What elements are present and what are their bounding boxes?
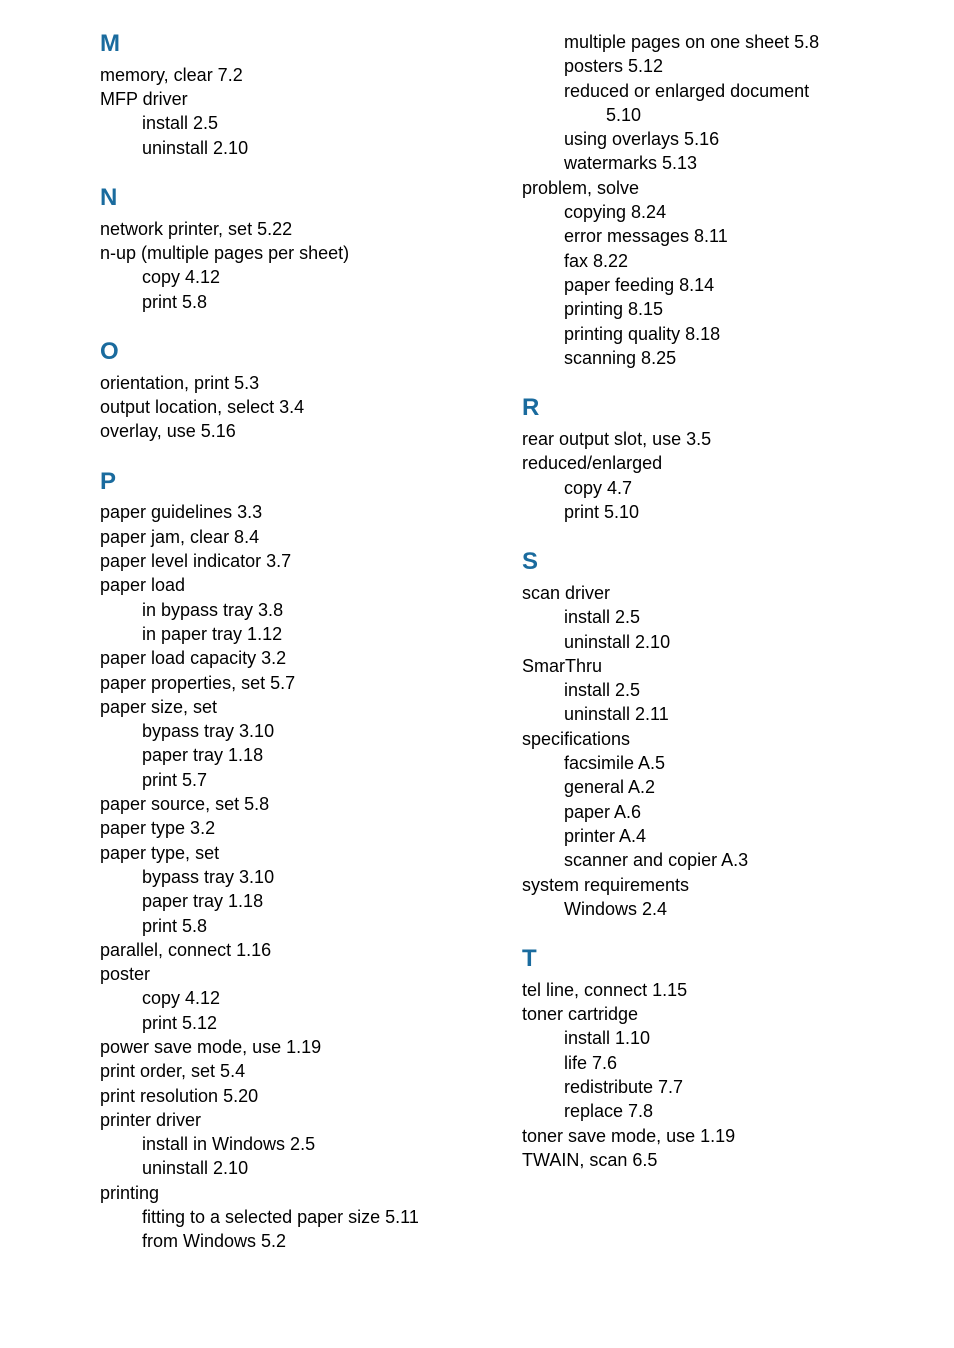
index-entry: install 1.10 xyxy=(564,1026,904,1050)
index-entry: uninstall 2.10 xyxy=(142,1156,482,1180)
index-entry: network printer, set 5.22 xyxy=(100,217,482,241)
index-entry: bypass tray 3.10 xyxy=(142,865,482,889)
index-entry: paper source, set 5.8 xyxy=(100,792,482,816)
index-entry: install 2.5 xyxy=(142,111,482,135)
index-entry: paper A.6 xyxy=(564,800,904,824)
index-entry: uninstall 2.10 xyxy=(564,630,904,654)
index-section-heading: P xyxy=(100,468,482,497)
index-entry: problem, solve xyxy=(522,176,904,200)
index-entry: output location, select 3.4 xyxy=(100,395,482,419)
index-entry: install 2.5 xyxy=(564,678,904,702)
index-entry: print 5.10 xyxy=(564,500,904,524)
index-entry: copy 4.7 xyxy=(564,476,904,500)
index-entry: rear output slot, use 3.5 xyxy=(522,427,904,451)
index-entry: paper tray 1.18 xyxy=(142,743,482,767)
index-section-heading: M xyxy=(100,30,482,59)
index-entry: multiple pages on one sheet 5.8 xyxy=(564,30,904,54)
index-entry: TWAIN, scan 6.5 xyxy=(522,1148,904,1172)
index-entry: specifications xyxy=(522,727,904,751)
index-entry: printing quality 8.18 xyxy=(564,322,904,346)
index-entry: copying 8.24 xyxy=(564,200,904,224)
index-section-heading: N xyxy=(100,184,482,213)
index-entry: error messages 8.11 xyxy=(564,224,904,248)
index-entry: print resolution 5.20 xyxy=(100,1084,482,1108)
index-entry: SmarThru xyxy=(522,654,904,678)
index-entry: facsimile A.5 xyxy=(564,751,904,775)
index-entry: uninstall 2.11 xyxy=(564,702,904,726)
index-section-heading: R xyxy=(522,394,904,423)
index-entry: power save mode, use 1.19 xyxy=(100,1035,482,1059)
index-entry: toner save mode, use 1.19 xyxy=(522,1124,904,1148)
index-entry: MFP driver xyxy=(100,87,482,111)
index-entry: paper load capacity 3.2 xyxy=(100,646,482,670)
index-entry: paper type 3.2 xyxy=(100,816,482,840)
index-entry: paper feeding 8.14 xyxy=(564,273,904,297)
index-entry: replace 7.8 xyxy=(564,1099,904,1123)
index-entry: system requirements xyxy=(522,873,904,897)
index-entry: watermarks 5.13 xyxy=(564,151,904,175)
index-entry: printer driver xyxy=(100,1108,482,1132)
index-entry: 5.10 xyxy=(606,103,904,127)
index-entry: paper type, set xyxy=(100,841,482,865)
index-entry: reduced or enlarged document xyxy=(564,79,904,103)
index-entry: paper guidelines 3.3 xyxy=(100,500,482,524)
index-entry: parallel, connect 1.16 xyxy=(100,938,482,962)
index-entry: install in Windows 2.5 xyxy=(142,1132,482,1156)
index-entry: copy 4.12 xyxy=(142,986,482,1010)
index-left-column: Mmemory, clear 7.2MFP driverinstall 2.5u… xyxy=(100,30,482,1254)
index-entry: install 2.5 xyxy=(564,605,904,629)
index-entry: fax 8.22 xyxy=(564,249,904,273)
index-entry: tel line, connect 1.15 xyxy=(522,978,904,1002)
index-entry: overlay, use 5.16 xyxy=(100,419,482,443)
index-entry: scan driver xyxy=(522,581,904,605)
index-entry: paper load xyxy=(100,573,482,597)
index-entry: print 5.12 xyxy=(142,1011,482,1035)
index-entry: copy 4.12 xyxy=(142,265,482,289)
index-entry: paper properties, set 5.7 xyxy=(100,671,482,695)
index-entry: in bypass tray 3.8 xyxy=(142,598,482,622)
index-entry: print 5.8 xyxy=(142,914,482,938)
index-entry: n-up (multiple pages per sheet) xyxy=(100,241,482,265)
index-entry: paper level indicator 3.7 xyxy=(100,549,482,573)
index-entry: print 5.7 xyxy=(142,768,482,792)
index-entry: using overlays 5.16 xyxy=(564,127,904,151)
index-entry: paper size, set xyxy=(100,695,482,719)
index-entry: poster xyxy=(100,962,482,986)
index-entry: redistribute 7.7 xyxy=(564,1075,904,1099)
index-section-heading: O xyxy=(100,338,482,367)
index-entry: posters 5.12 xyxy=(564,54,904,78)
index-entry: print 5.8 xyxy=(142,290,482,314)
index-entry: reduced/enlarged xyxy=(522,451,904,475)
index-entry: in paper tray 1.12 xyxy=(142,622,482,646)
index-entry: toner cartridge xyxy=(522,1002,904,1026)
index-entry: printing 8.15 xyxy=(564,297,904,321)
index-entry: bypass tray 3.10 xyxy=(142,719,482,743)
index-entry: print order, set 5.4 xyxy=(100,1059,482,1083)
index-entry: orientation, print 5.3 xyxy=(100,371,482,395)
index-entry: printer A.4 xyxy=(564,824,904,848)
index-entry: fitting to a selected paper size 5.11 xyxy=(142,1205,482,1229)
index-entry: printing xyxy=(100,1181,482,1205)
index-entry: life 7.6 xyxy=(564,1051,904,1075)
index-section-heading: T xyxy=(522,945,904,974)
index-right-column: multiple pages on one sheet 5.8posters 5… xyxy=(522,30,904,1254)
index-entry: paper jam, clear 8.4 xyxy=(100,525,482,549)
index-entry: from Windows 5.2 xyxy=(142,1229,482,1253)
index-entry: general A.2 xyxy=(564,775,904,799)
index-page: Mmemory, clear 7.2MFP driverinstall 2.5u… xyxy=(0,0,954,1314)
index-entry: scanner and copier A.3 xyxy=(564,848,904,872)
index-entry: scanning 8.25 xyxy=(564,346,904,370)
index-entry: paper tray 1.18 xyxy=(142,889,482,913)
index-entry: memory, clear 7.2 xyxy=(100,63,482,87)
index-entry: uninstall 2.10 xyxy=(142,136,482,160)
index-entry: Windows 2.4 xyxy=(564,897,904,921)
index-section-heading: S xyxy=(522,548,904,577)
